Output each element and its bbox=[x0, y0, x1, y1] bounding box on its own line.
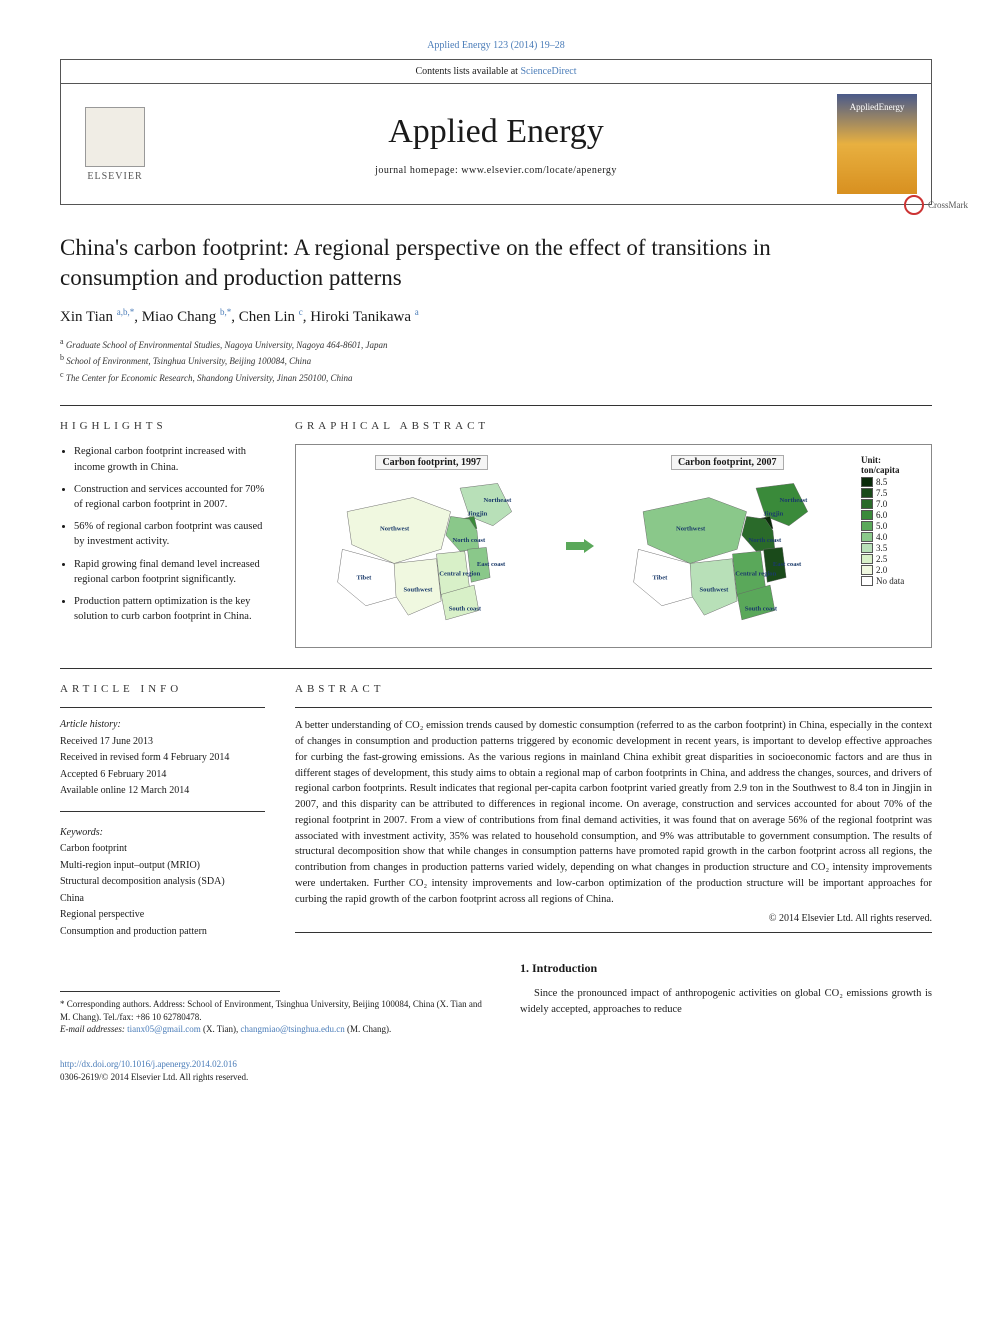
article-info-section: ARTICLE INFO Article history: Received 1… bbox=[60, 683, 265, 941]
authors: Xin Tian a,b,*, Miao Chang b,*, Chen Lin… bbox=[60, 307, 932, 326]
journal-header: Contents lists available at ScienceDirec… bbox=[60, 59, 932, 205]
svg-text:Northwest: Northwest bbox=[675, 526, 705, 533]
elsevier-logo: ELSEVIER bbox=[75, 99, 155, 189]
svg-text:East coast: East coast bbox=[477, 562, 506, 569]
graphical-abstract-section: GRAPHICAL ABSTRACT Carbon footprint, 199… bbox=[295, 420, 932, 648]
author: Hiroki Tanikawa a bbox=[310, 309, 418, 325]
contents-bar: Contents lists available at ScienceDirec… bbox=[61, 60, 931, 84]
journal-cover: AppliedEnergy bbox=[837, 94, 917, 194]
svg-text:Southwest: Southwest bbox=[404, 587, 434, 594]
top-citation-link[interactable]: Applied Energy 123 (2014) 19–28 bbox=[427, 40, 565, 51]
map-1997-title: Carbon footprint, 1997 bbox=[375, 455, 488, 470]
affiliations: a Graduate School of Environmental Studi… bbox=[60, 336, 932, 386]
abstract-section: ABSTRACT A better understanding of CO₂ e… bbox=[295, 683, 932, 941]
history-item: Accepted 6 February 2014 bbox=[60, 768, 265, 783]
author: Chen Lin c bbox=[239, 309, 303, 325]
journal-title: Applied Energy bbox=[155, 113, 837, 151]
graphical-abstract-figure: Carbon footprint, 1997 Northeast Northwe… bbox=[295, 444, 932, 648]
article-title: China's carbon footprint: A regional per… bbox=[60, 233, 820, 293]
graphical-heading: GRAPHICAL ABSTRACT bbox=[295, 420, 932, 432]
keyword: Consumption and production pattern bbox=[60, 925, 265, 940]
abstract-heading: ABSTRACT bbox=[295, 683, 932, 695]
keywords-heading: Keywords: bbox=[60, 826, 265, 841]
issn-text: 0306-2619/© 2014 Elsevier Ltd. All right… bbox=[60, 1072, 248, 1082]
contents-label: Contents lists available at bbox=[415, 66, 520, 77]
crossmark-label: CrossMark bbox=[928, 200, 968, 210]
highlight-item: Construction and services accounted for … bbox=[74, 482, 265, 512]
svg-text:Central region: Central region bbox=[439, 571, 480, 578]
svg-text:Northeast: Northeast bbox=[484, 498, 513, 505]
journal-homepage: journal homepage: www.elsevier.com/locat… bbox=[155, 165, 837, 176]
map-2007: Carbon footprint, 2007 Northeast Northwe… bbox=[602, 455, 854, 637]
history-heading: Article history: bbox=[60, 718, 265, 733]
china-map-1997: Northeast Northwest Jingjin North coast … bbox=[306, 474, 558, 634]
highlights-heading: HIGHLIGHTS bbox=[60, 420, 265, 432]
arrow-separator bbox=[566, 455, 594, 637]
svg-text:Jingjin: Jingjin bbox=[763, 511, 783, 518]
corresponding-footnote: * Corresponding authors. Address: School… bbox=[60, 998, 490, 1036]
map-2007-title: Carbon footprint, 2007 bbox=[671, 455, 784, 470]
author: Miao Chang b,* bbox=[142, 309, 232, 325]
highlight-item: Production pattern optimization is the k… bbox=[74, 594, 265, 624]
svg-text:South coast: South coast bbox=[744, 606, 777, 613]
abstract-text: A better understanding of CO₂ emission t… bbox=[295, 718, 932, 907]
china-map-2007: Northeast Northwest Jingjin North coast … bbox=[602, 474, 854, 634]
svg-text:North coast: North coast bbox=[748, 537, 782, 544]
svg-text:Northeast: Northeast bbox=[779, 498, 808, 505]
keyword: Carbon footprint bbox=[60, 842, 265, 857]
crossmark-icon bbox=[904, 195, 924, 215]
keyword: Structural decomposition analysis (SDA) bbox=[60, 875, 265, 890]
keyword: Regional perspective bbox=[60, 908, 265, 923]
doi-link[interactable]: http://dx.doi.org/10.1016/j.apenergy.201… bbox=[60, 1059, 237, 1069]
svg-text:South coast: South coast bbox=[449, 606, 482, 613]
svg-text:Tibet: Tibet bbox=[356, 575, 372, 582]
svg-text:Tibet: Tibet bbox=[652, 575, 668, 582]
svg-text:East coast: East coast bbox=[772, 562, 801, 569]
elsevier-text: ELSEVIER bbox=[87, 171, 142, 182]
keyword: China bbox=[60, 892, 265, 907]
introduction-text: Since the pronounced impact of anthropog… bbox=[520, 986, 932, 1018]
doi-block: http://dx.doi.org/10.1016/j.apenergy.201… bbox=[60, 1058, 490, 1083]
elsevier-tree-icon bbox=[85, 107, 145, 167]
map-1997: Carbon footprint, 1997 Northeast Northwe… bbox=[306, 455, 558, 637]
introduction-heading: 1. Introduction bbox=[520, 961, 932, 976]
history-item: Available online 12 March 2014 bbox=[60, 784, 265, 799]
author: Xin Tian a,b,* bbox=[60, 309, 134, 325]
highlights-section: HIGHLIGHTS Regional carbon footprint inc… bbox=[60, 420, 265, 648]
history-item: Received in revised form 4 February 2014 bbox=[60, 751, 265, 766]
highlights-list: Regional carbon footprint increased with… bbox=[60, 444, 265, 624]
highlight-item: Rapid growing final demand level increas… bbox=[74, 557, 265, 587]
highlight-item: 56% of regional carbon footprint was cau… bbox=[74, 519, 265, 549]
svg-text:Northwest: Northwest bbox=[380, 526, 410, 533]
map-legend: Unit: ton/capita 8.5 7.5 7.0 6.0 5.0 4.0… bbox=[861, 455, 921, 637]
journal-cover-text: AppliedEnergy bbox=[850, 102, 905, 112]
svg-text:Central region: Central region bbox=[735, 571, 776, 578]
legend-title: Unit: ton/capita bbox=[861, 455, 921, 475]
history-item: Received 17 June 2013 bbox=[60, 735, 265, 750]
svg-text:Jingjin: Jingjin bbox=[468, 511, 488, 518]
email-link[interactable]: tianx05@gmail.com bbox=[127, 1024, 201, 1034]
sciencedirect-link[interactable]: ScienceDirect bbox=[520, 66, 576, 77]
article-info-heading: ARTICLE INFO bbox=[60, 683, 265, 695]
svg-text:Southwest: Southwest bbox=[699, 587, 729, 594]
crossmark-badge[interactable]: CrossMark bbox=[904, 195, 992, 215]
keyword: Multi-region input–output (MRIO) bbox=[60, 859, 265, 874]
email-link[interactable]: changmiao@tsinghua.edu.cn bbox=[240, 1024, 344, 1034]
highlight-item: Regional carbon footprint increased with… bbox=[74, 444, 265, 474]
top-citation: Applied Energy 123 (2014) 19–28 bbox=[60, 40, 932, 51]
copyright: © 2014 Elsevier Ltd. All rights reserved… bbox=[295, 913, 932, 924]
svg-text:North coast: North coast bbox=[452, 537, 486, 544]
